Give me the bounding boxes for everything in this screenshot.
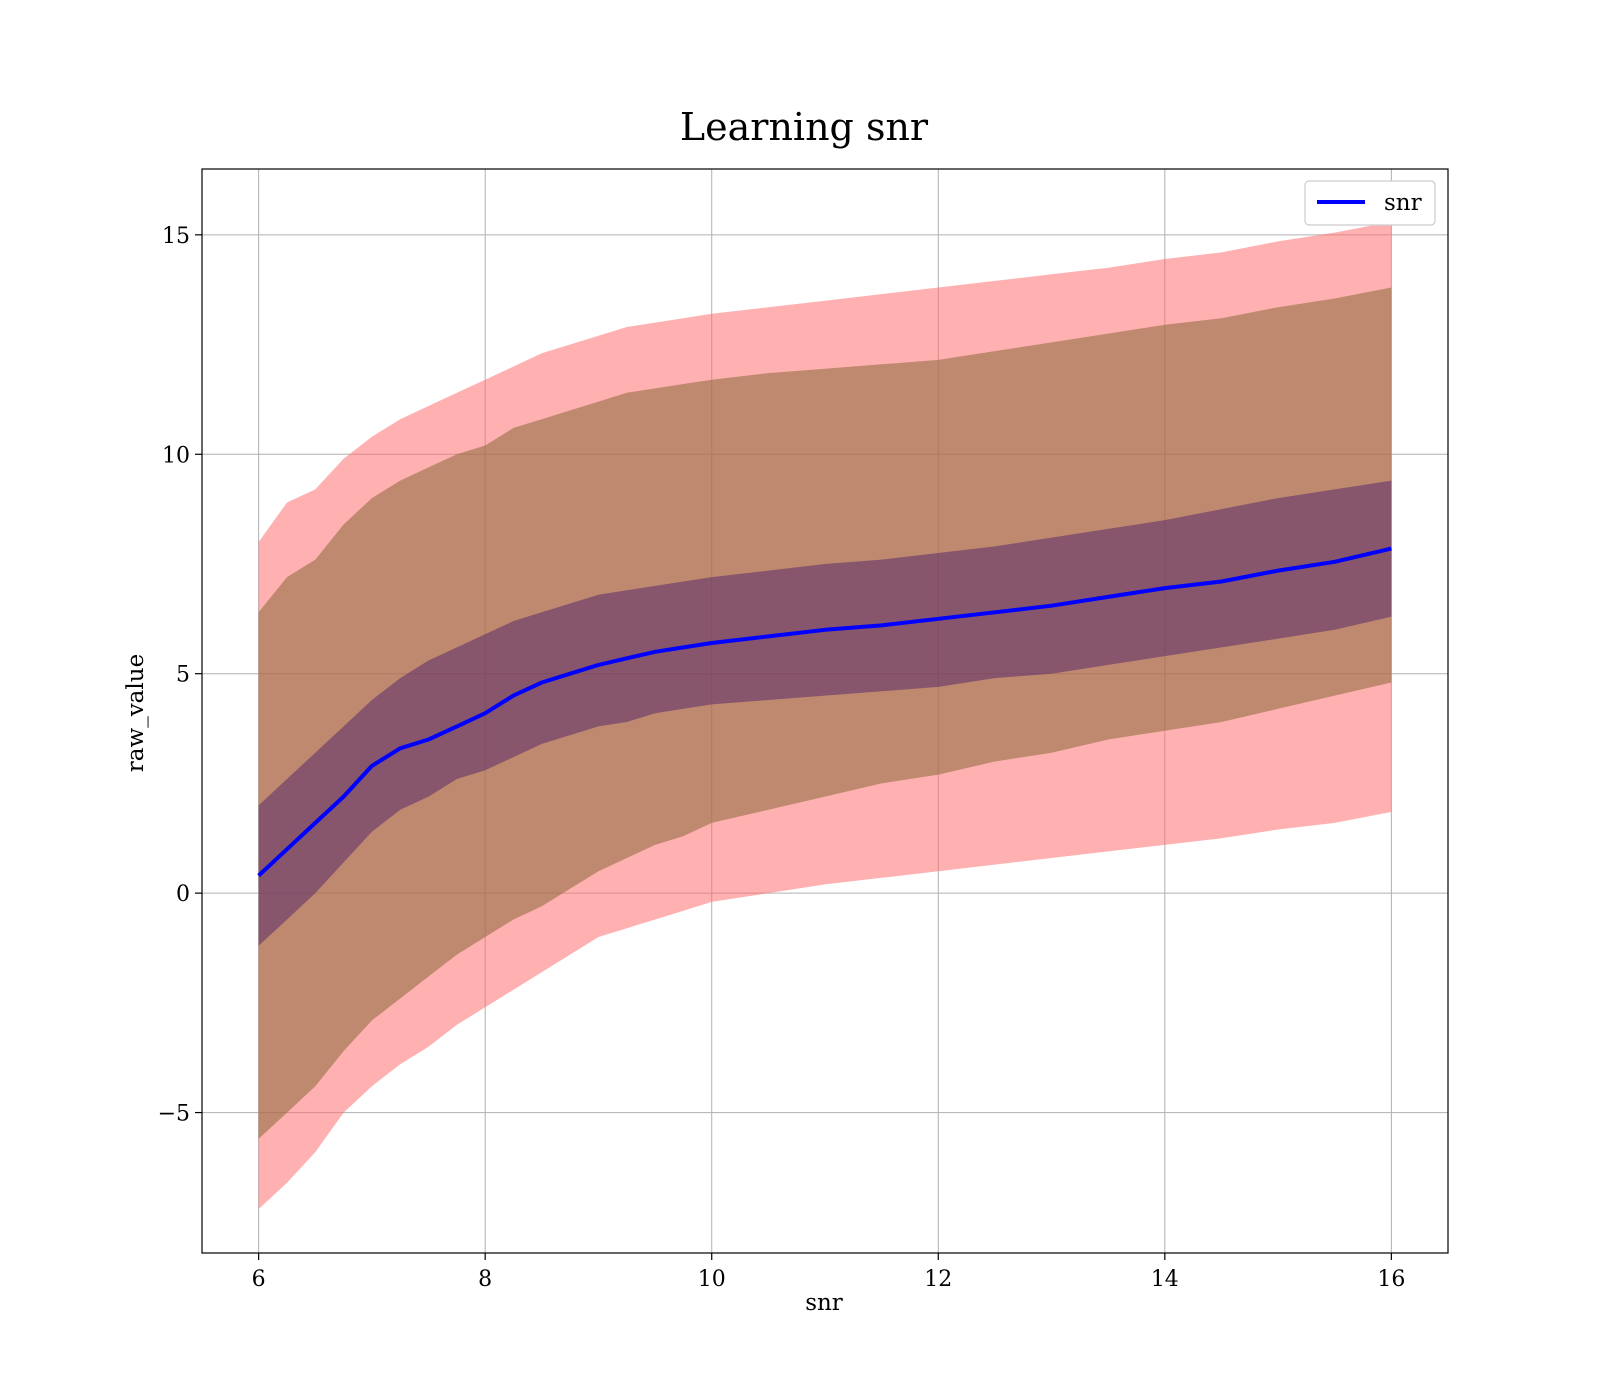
- legend: snr: [1304, 180, 1436, 226]
- y-tick-label-4: 15: [162, 224, 190, 249]
- y-axis-label: raw_value: [123, 654, 149, 772]
- legend-label-snr: snr: [1384, 190, 1422, 216]
- series-line-snr: [257, 546, 1392, 878]
- x-tick-label-1: 8: [478, 1267, 492, 1292]
- x-tick-label-4: 14: [1151, 1267, 1179, 1292]
- y-tick-label-2: 5: [176, 663, 190, 688]
- band-2-sigma: [258, 287, 1392, 1139]
- x-tick-label-0: 6: [252, 1267, 266, 1292]
- plot-frame: [201, 168, 1449, 1254]
- x-tick-label-3: 12: [924, 1267, 952, 1292]
- y-tick-label-1: 0: [176, 882, 190, 907]
- y-tick-label-0: −5: [158, 1102, 190, 1127]
- x-axis-label: snr: [805, 1290, 843, 1316]
- plot-area: 6 8 10 12 14 16 −5 0 5 10 15: [158, 168, 1449, 1292]
- x-tick-label-2: 10: [698, 1267, 726, 1292]
- x-tick-label-5: 16: [1377, 1267, 1405, 1292]
- chart-title: Learning snr: [680, 105, 929, 149]
- legend-box: [1304, 180, 1436, 226]
- y-tick-label-3: 10: [162, 443, 190, 468]
